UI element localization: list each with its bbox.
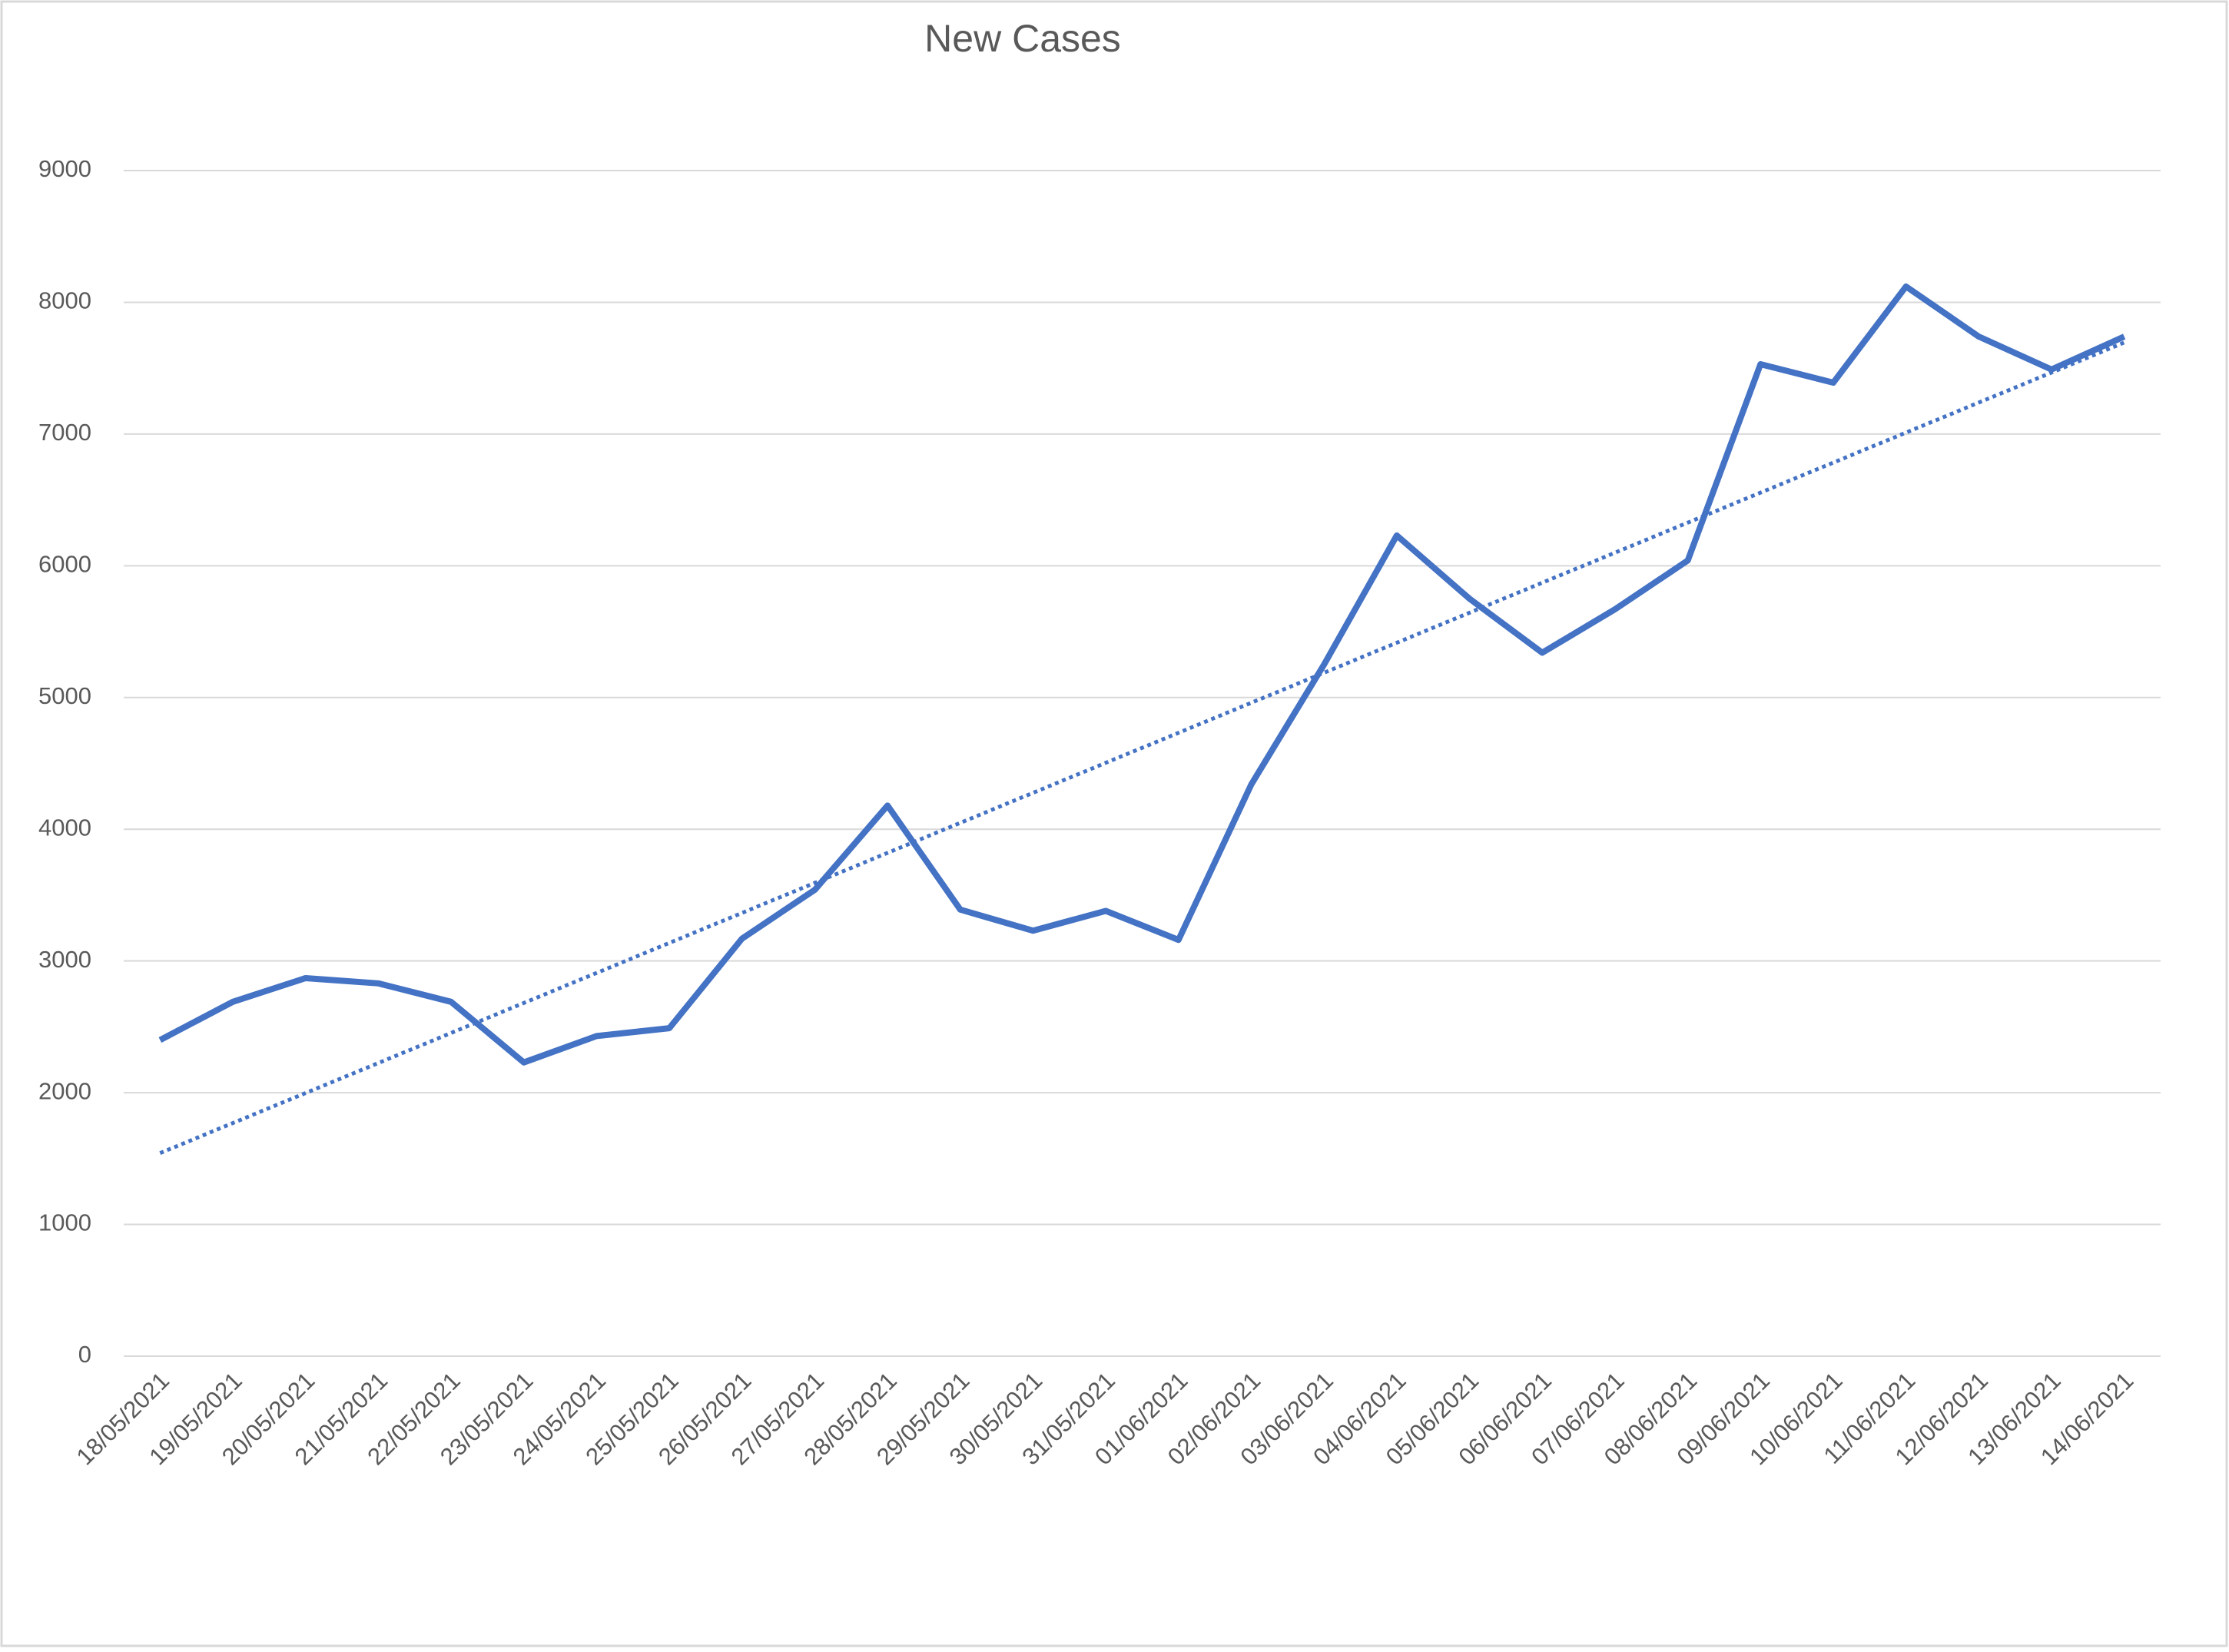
y-tick-label: 2000 [38, 1077, 91, 1104]
y-tick-label: 8000 [38, 287, 91, 314]
y-tick-label: 4000 [38, 814, 91, 841]
y-tick-label: 3000 [38, 946, 91, 973]
y-tick-label: 7000 [38, 419, 91, 446]
y-tick-label: 0 [78, 1341, 91, 1368]
trendline [159, 340, 2125, 1155]
y-tick-label: 1000 [38, 1209, 91, 1236]
y-tick-label: 9000 [38, 155, 91, 182]
line-series [158, 283, 2126, 1066]
y-tick-label: 5000 [38, 682, 91, 709]
y-tick-label: 6000 [38, 551, 91, 578]
chart-title: New Cases [924, 17, 1121, 60]
